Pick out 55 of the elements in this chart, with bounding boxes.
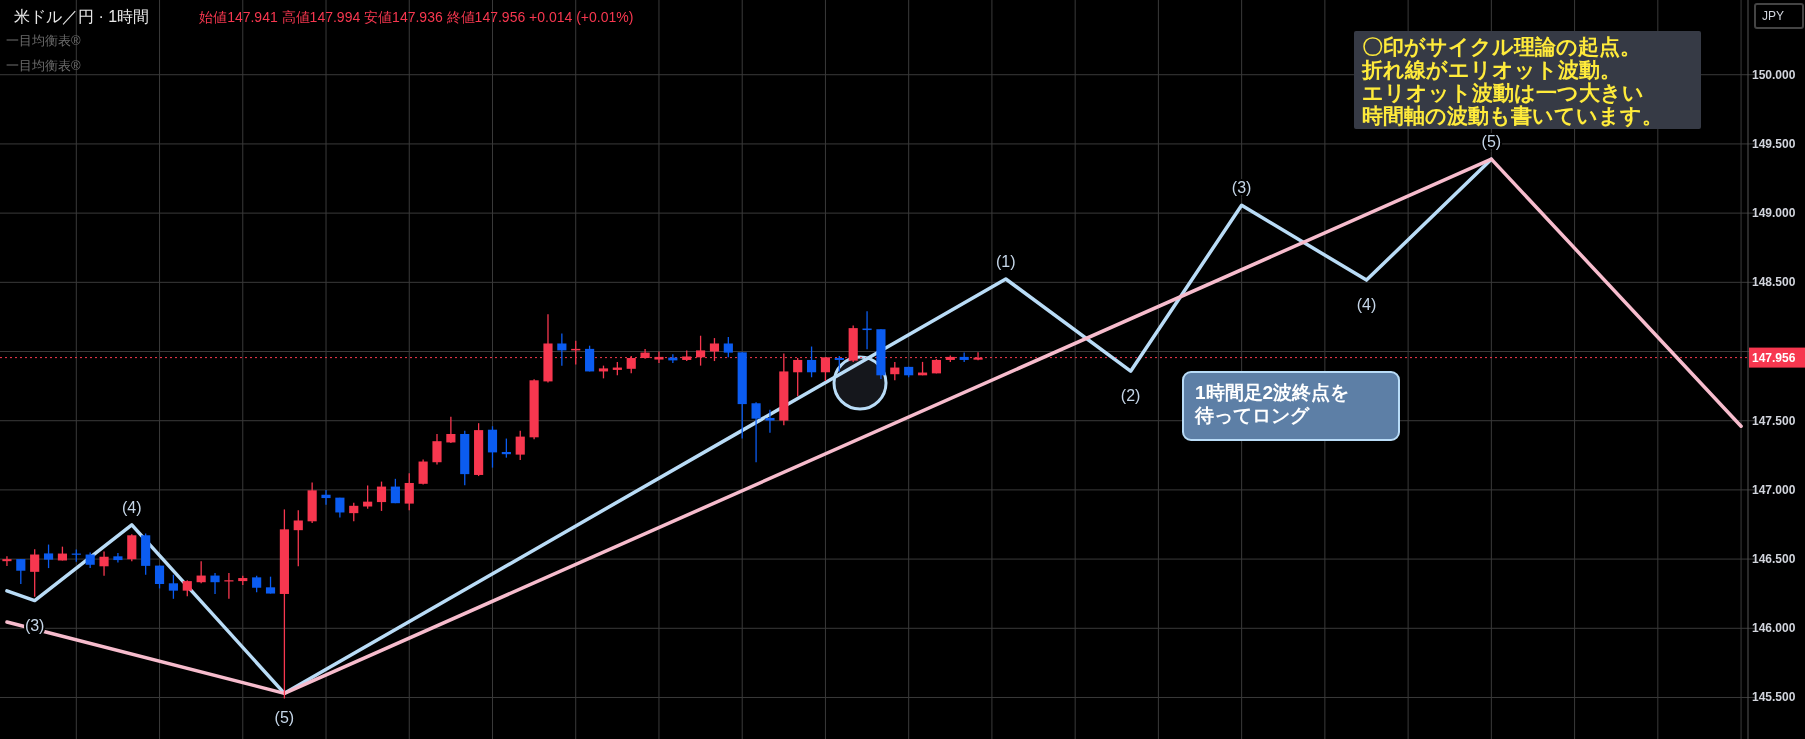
candlestick — [765, 409, 775, 434]
candlestick — [432, 433, 442, 466]
annotation: JPY — [1754, 3, 1804, 29]
ref-line-label: 147.956 — [1752, 350, 1796, 365]
annotation: (4) — [122, 498, 142, 516]
candlestick — [127, 533, 137, 562]
candlestick — [446, 416, 456, 444]
candlestick — [376, 480, 387, 512]
annotation: 〇印がサイクル理論の起点。折れ線がエリオット波動。エリオット波動は一つ大きい時間軸の波動も書いています。 — [1354, 31, 1701, 129]
candlestick — [16, 558, 26, 585]
annotation: (4) — [1356, 296, 1377, 314]
annotation: (5) — [1481, 133, 1502, 151]
annotation: 1時間足2波終点を待ってロング — [1182, 371, 1400, 441]
candlestick — [585, 345, 595, 373]
candlestick — [210, 572, 220, 595]
candlestick — [293, 509, 303, 567]
y-tick-label: 146.000 — [1752, 621, 1796, 636]
annotation: (5) — [274, 709, 295, 727]
y-tick-label: 150.000 — [1752, 67, 1796, 82]
candlestick — [501, 437, 511, 459]
candlestick — [43, 543, 54, 569]
y-tick-label: 149.000 — [1752, 206, 1796, 221]
text: 始値147.941 高値147.994 安値147.936 終値147.956 +0.014 (+0.01%) — [199, 9, 634, 25]
annotation: (3) — [1231, 179, 1252, 197]
candlestick — [30, 548, 40, 598]
candlestick — [806, 345, 817, 378]
annotation: 一目均衡表® — [6, 58, 81, 73]
annotation: (1) — [996, 252, 1016, 270]
candlestick — [113, 552, 123, 564]
y-tick-label: 147.000 — [1752, 482, 1796, 497]
candlestick — [404, 472, 414, 511]
candlestick — [487, 425, 498, 469]
candlestick — [99, 550, 109, 577]
candlestick — [2, 555, 12, 567]
candlestick — [418, 458, 428, 486]
y-tick-label: 148.500 — [1752, 275, 1796, 290]
candlestick — [363, 484, 373, 510]
candlestick — [168, 574, 178, 600]
candlestick — [390, 478, 400, 504]
candlestick — [321, 489, 331, 506]
annotation: (2) — [1120, 387, 1141, 405]
annotation: 1時間足2波終点を待ってロング — [1194, 382, 1350, 426]
candlestick — [349, 502, 359, 522]
y-tick-label: 147.500 — [1752, 413, 1796, 428]
y-tick-label: 149.500 — [1752, 136, 1796, 151]
y-tick-label: 146.500 — [1752, 552, 1796, 567]
candlestick — [751, 401, 761, 464]
text: 米ドル／円 · 1時間 — [14, 8, 150, 25]
annotation: 一目均衡表® — [6, 33, 81, 48]
candlestick — [515, 430, 525, 461]
y-tick-label: 145.500 — [1752, 690, 1796, 705]
candlestick — [723, 336, 733, 358]
annotation: 〇印がサイクル理論の起点。折れ線がエリオット波動。エリオット波動は一つ大きい時間軸の波動も書いています。 — [1361, 35, 1663, 128]
candlestick — [793, 357, 803, 397]
candlestick — [557, 332, 567, 367]
